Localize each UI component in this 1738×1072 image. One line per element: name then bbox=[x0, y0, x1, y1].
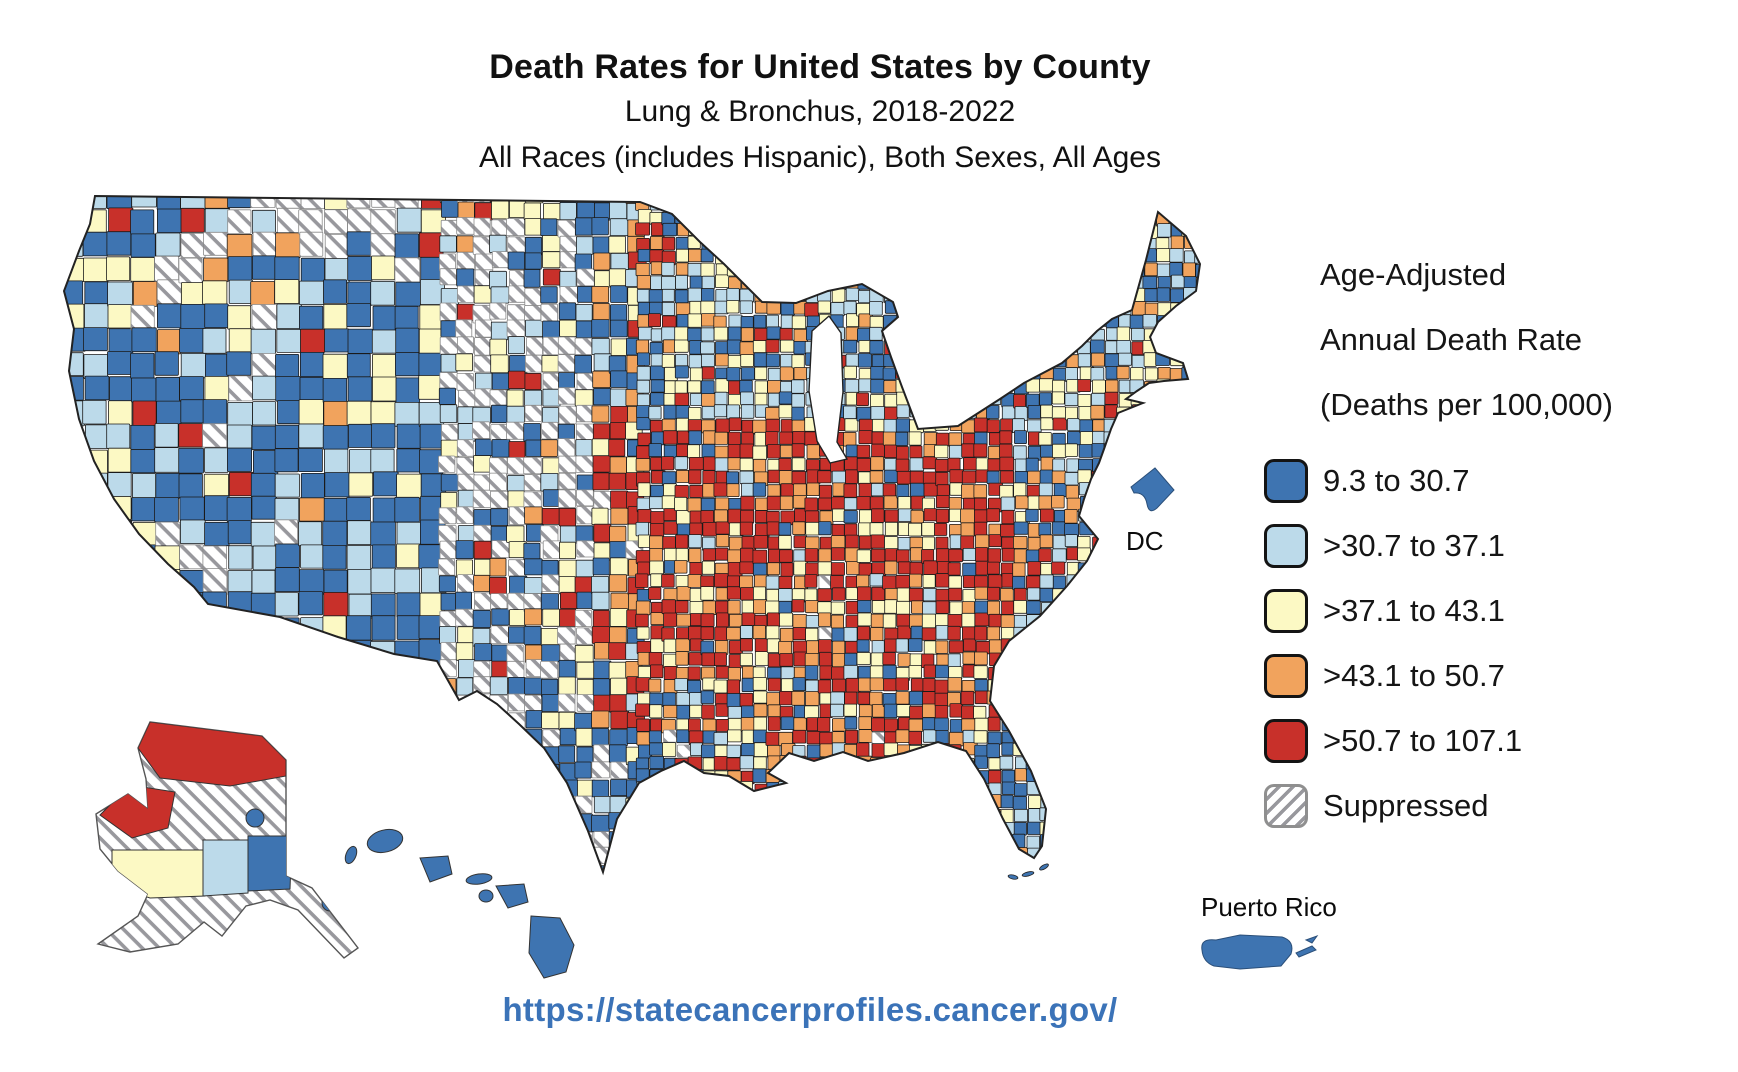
hawaii-kauai bbox=[366, 828, 404, 854]
legend-items: 9.3 to 30.7 >30.7 to 37.1 >37.1 to 43.1 >43… bbox=[1264, 458, 1724, 828]
legend-item-lb: >30.7 to 37.1 bbox=[1264, 523, 1724, 568]
legend-item-db: 9.3 to 30.7 bbox=[1264, 458, 1724, 503]
legend-swatch-suppressed bbox=[1264, 783, 1308, 828]
legend-heading-line3: (Deaths per 100,000) bbox=[1320, 387, 1613, 422]
puerto-rico-main-island bbox=[1201, 934, 1293, 970]
legend-heading: Age-Adjusted Annual Death Rate (Deaths p… bbox=[1320, 242, 1724, 437]
legend-label-db: 9.3 to 30.7 bbox=[1323, 462, 1470, 498]
hawaii-niihau bbox=[344, 845, 358, 865]
legend-swatch-re bbox=[1264, 718, 1308, 763]
subtitle-cancer-site: Lung & Bronchus, 2018-2022 bbox=[624, 94, 1016, 128]
legend-label-ha: Suppressed bbox=[1323, 787, 1489, 823]
legend: Age-Adjusted Annual Death Rate (Deaths p… bbox=[1264, 242, 1724, 849]
alaska-southcentral-lightblue bbox=[202, 839, 249, 897]
alaska-southeast-blue bbox=[247, 835, 293, 892]
source-link-container: https://statecancerprofiles.cancer.gov/ bbox=[0, 991, 1620, 1029]
legend-swatch-or bbox=[1264, 653, 1308, 698]
alaska-panhandle-blue bbox=[321, 894, 339, 912]
legend-swatch-ye bbox=[1264, 588, 1308, 633]
source-url-link[interactable]: https://statecancerprofiles.cancer.gov/ bbox=[502, 991, 1118, 1028]
legend-heading-line1: Age-Adjusted bbox=[1320, 257, 1507, 292]
hawaii-molokai bbox=[465, 873, 493, 885]
legend-swatch-db bbox=[1264, 458, 1308, 503]
legend-label-re: >50.7 to 107.1 bbox=[1323, 722, 1523, 758]
legend-item-or: >43.1 to 50.7 bbox=[1264, 653, 1724, 698]
puerto-rico-vieques bbox=[1295, 945, 1317, 958]
contiguous-us-outline bbox=[62, 194, 1202, 876]
title-block: Death Rates for United States by County … bbox=[0, 46, 1640, 182]
legend-item-re: >50.7 to 107.1 bbox=[1264, 718, 1724, 763]
hawaii-big-island bbox=[528, 915, 575, 979]
legend-label-lb: >30.7 to 37.1 bbox=[1323, 527, 1505, 563]
dc-label: DC bbox=[1126, 526, 1164, 556]
alaska-interior-blue-borough bbox=[245, 808, 265, 828]
hawaii-maui bbox=[495, 883, 529, 909]
legend-label-ye: >37.1 to 43.1 bbox=[1323, 592, 1505, 628]
hawaii bbox=[344, 828, 575, 979]
alaska-southwest-yellow bbox=[111, 849, 206, 899]
legend-heading-line2: Annual Death Rate bbox=[1320, 322, 1582, 357]
legend-item-ye: >37.1 to 43.1 bbox=[1264, 588, 1724, 633]
subtitle-population: All Races (includes Hispanic), Both Sexe… bbox=[479, 141, 1161, 174]
lake-michigan bbox=[808, 314, 849, 464]
florida-keys bbox=[1007, 863, 1049, 880]
puerto-rico-culebra bbox=[1304, 934, 1319, 944]
dc-shape bbox=[1130, 467, 1175, 512]
legend-swatch-lb bbox=[1264, 523, 1308, 568]
hawaii-oahu bbox=[419, 855, 453, 883]
puerto-rico bbox=[1201, 934, 1319, 970]
alaska bbox=[95, 721, 359, 959]
legend-item-ha: Suppressed bbox=[1264, 783, 1724, 828]
legend-label-or: >43.1 to 50.7 bbox=[1323, 657, 1505, 693]
hawaii-lanai bbox=[478, 889, 494, 903]
alaska-north-red bbox=[137, 722, 287, 787]
page-title: Death Rates for United States by County bbox=[489, 48, 1151, 86]
puerto-rico-label: Puerto Rico bbox=[1201, 892, 1337, 922]
